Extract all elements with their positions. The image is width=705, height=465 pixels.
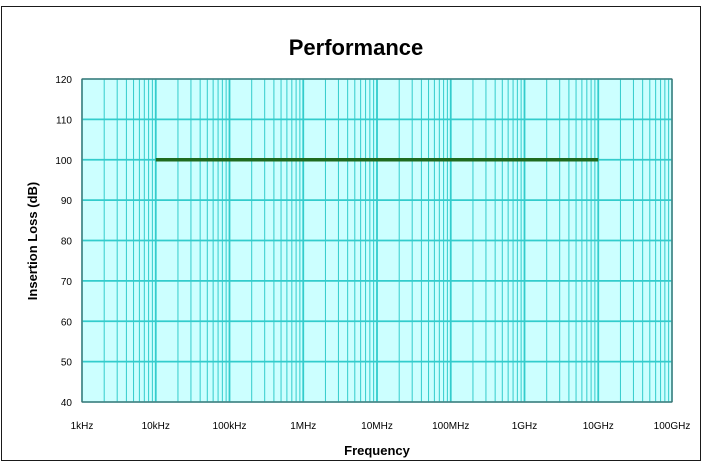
- y-tick-label: 120: [55, 75, 72, 86]
- x-tick-label: 1kHz: [71, 421, 94, 432]
- y-tick-label: 50: [61, 358, 73, 369]
- x-tick-label: 100kHz: [213, 421, 247, 432]
- plot-border: [81, 78, 673, 403]
- x-tick-label: 10GHz: [583, 421, 614, 432]
- y-tick-label: 80: [61, 237, 73, 248]
- x-tick-label: 1GHz: [512, 421, 538, 432]
- x-axis-label: Frequency: [344, 443, 411, 458]
- y-tick-label: 60: [61, 317, 73, 328]
- x-tick-label: 100MHz: [432, 421, 469, 432]
- x-tick-label: 10kHz: [142, 421, 170, 432]
- y-tick-label: 110: [56, 115, 72, 126]
- x-tick-labels: 1kHz 10kHz 100kHz 1MHz 10MHz 100MHz 1GHz 10GHz 1…: [71, 421, 691, 432]
- x-tick-label: 1MHz: [290, 421, 316, 432]
- x-tick-label: 10MHz: [361, 421, 393, 432]
- y-axis-label: Insertion Loss (dB): [25, 182, 40, 300]
- y-tick-label: 100: [55, 156, 72, 167]
- y-tick-label: 40: [61, 398, 73, 409]
- y-tick-label: 70: [61, 277, 73, 288]
- x-tick-label: 100GHz: [654, 421, 691, 432]
- chart-title: Performance: [289, 35, 424, 60]
- y-tick-labels: 40 50 60 70 80 90 100 110 120: [55, 75, 72, 409]
- y-tick-label: 90: [61, 196, 73, 207]
